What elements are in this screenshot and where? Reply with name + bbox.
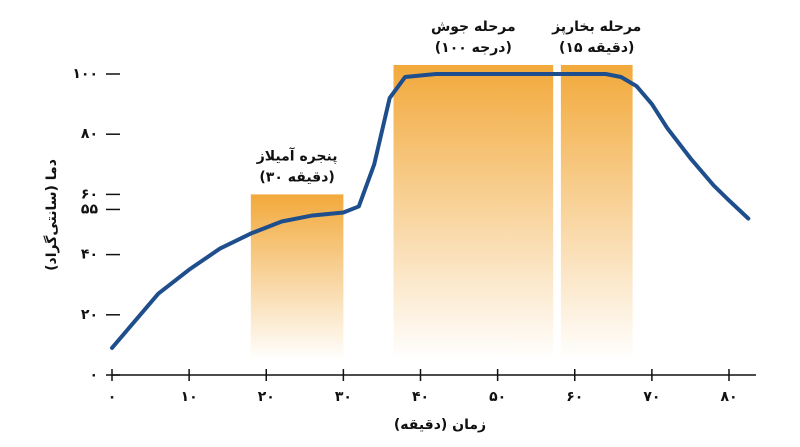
- region-label: پنجره آمیلاز: [256, 146, 338, 164]
- x-tick-label: ۸۰: [720, 389, 737, 405]
- phase-region: [250, 194, 344, 360]
- x-tick-label: ۵۰: [489, 389, 506, 405]
- y-tick-label: ۶۰: [81, 186, 98, 202]
- x-tick-label: ۱۰: [181, 389, 198, 405]
- temperature-line: [110, 72, 751, 350]
- y-tick-label: ۱۰۰: [72, 66, 98, 82]
- y-tick-label: ۴۰: [81, 247, 98, 263]
- y-tick-label: ۸۰: [81, 126, 98, 142]
- y-tick-label: ۵۵: [81, 201, 99, 217]
- phase-region: [393, 64, 554, 360]
- x-tick-label: ۰: [108, 389, 117, 405]
- phase-region: [560, 64, 633, 360]
- x-tick-label: ۴۰: [412, 389, 429, 405]
- y-tick-label: ۰: [89, 367, 98, 383]
- x-tick-label: ۳۰: [335, 389, 352, 405]
- x-tick-label: ۷۰: [643, 389, 660, 405]
- region-label: مرحله جوش: [431, 19, 516, 35]
- y-axis-title: دما (سانتی‌گراد): [43, 159, 60, 271]
- region-sublabel: (۱۵ دقیقه): [559, 40, 634, 56]
- x-tick-label: ۲۰: [258, 389, 275, 405]
- region-sublabel: (۱۰۰ درجه): [435, 40, 512, 56]
- y-tick-label: ۲۰: [81, 307, 98, 323]
- region-sublabel: (۳۰ دقیقه): [259, 169, 334, 185]
- x-tick-label: ۶۰: [566, 389, 583, 405]
- region-label: مرحله بخارپز: [551, 19, 641, 35]
- x-axis-title: زمان (دقیقه): [394, 417, 486, 433]
